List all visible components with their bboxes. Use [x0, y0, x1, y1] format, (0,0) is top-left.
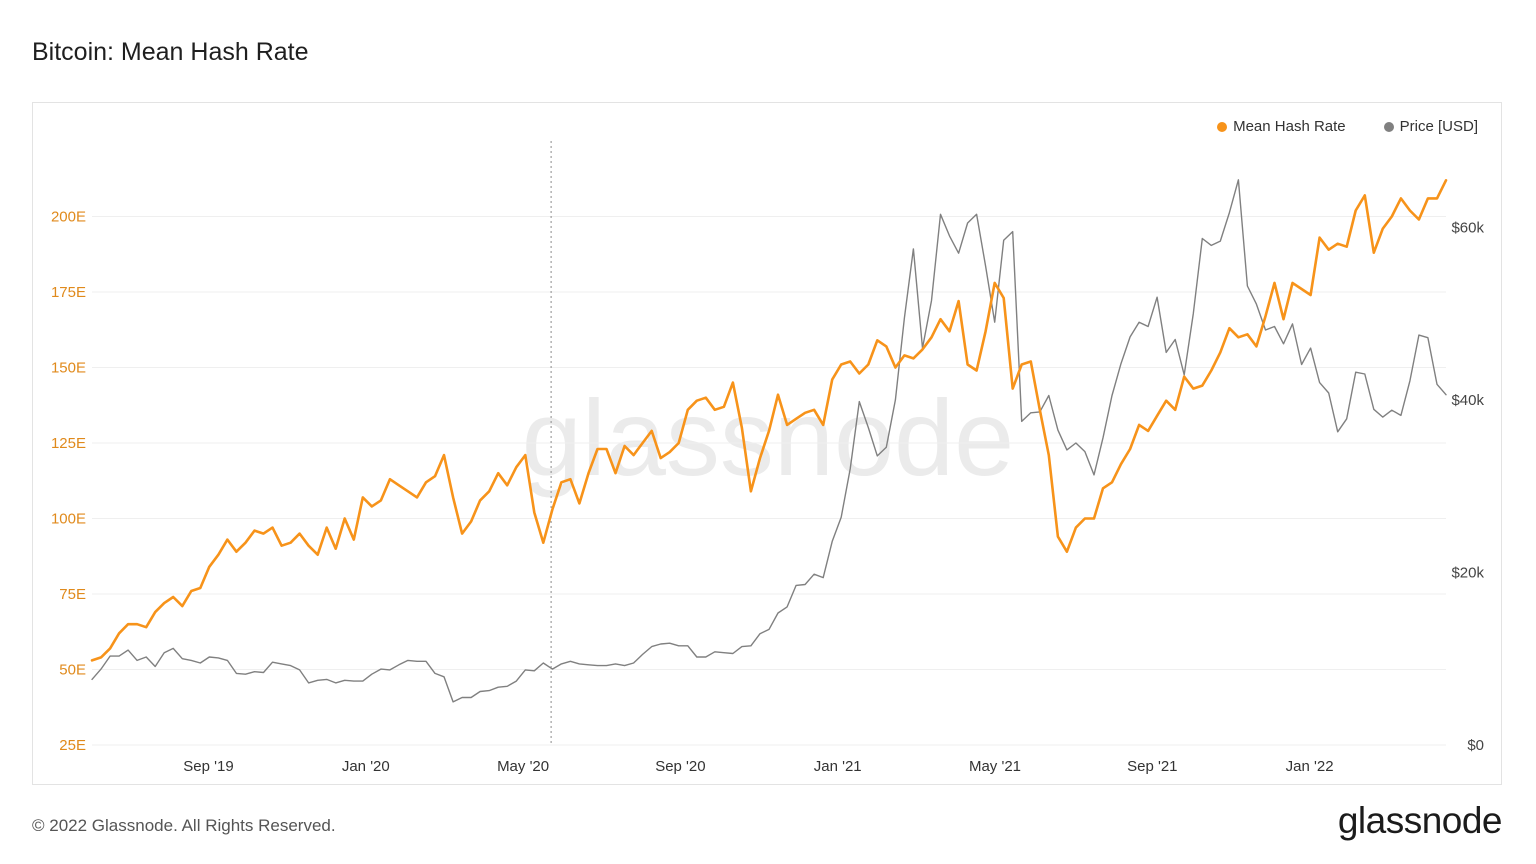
y-left-tick-label: 175E — [51, 284, 86, 301]
x-tick-label: May '21 — [969, 758, 1021, 775]
y-left-tick-label: 100E — [51, 511, 86, 528]
legend-dot-price — [1383, 121, 1394, 132]
legend-label-price: Price [USD] — [1399, 118, 1478, 135]
y-left-tick-label: 200E — [51, 209, 86, 226]
y-right-tick-label: $40k — [1451, 392, 1484, 409]
legend-dot-hash-rate — [1217, 121, 1228, 132]
legend: Mean Hash Rate Price [USD] — [1217, 118, 1478, 135]
legend-item-price[interactable]: Price [USD] — [1383, 118, 1478, 135]
y-left-tick-label: 150E — [51, 360, 86, 377]
x-tick-label: Jan '22 — [1286, 758, 1334, 775]
y-right-tick-label: $0 — [1467, 737, 1484, 754]
y-right-tick-label: $20k — [1451, 564, 1484, 581]
y-right-tick-label: $60k — [1451, 219, 1484, 236]
y-left-tick-label: 125E — [51, 435, 86, 452]
y-left-tick-label: 25E — [59, 737, 86, 754]
chart-panel — [32, 102, 1502, 785]
y-left-tick-label: 50E — [59, 662, 86, 679]
x-tick-label: May '20 — [497, 758, 549, 775]
price-line — [91, 179, 1447, 703]
x-tick-label: Jan '21 — [814, 758, 862, 775]
x-tick-label: Jan '20 — [342, 758, 390, 775]
x-tick-label: Sep '19 — [183, 758, 233, 775]
legend-item-hash-rate[interactable]: Mean Hash Rate — [1217, 118, 1346, 135]
copyright-footer: © 2022 Glassnode. All Rights Reserved. — [32, 816, 336, 835]
x-tick-label: Sep '20 — [655, 758, 705, 775]
y-left-tick-label: 75E — [59, 586, 86, 603]
chart-title: Bitcoin: Mean Hash Rate — [32, 38, 309, 66]
hash-rate-line — [90, 179, 1448, 662]
legend-label-hash-rate: Mean Hash Rate — [1233, 118, 1346, 135]
x-tick-label: Sep '21 — [1127, 758, 1177, 775]
brand-logo: glassnode — [1337, 800, 1503, 841]
